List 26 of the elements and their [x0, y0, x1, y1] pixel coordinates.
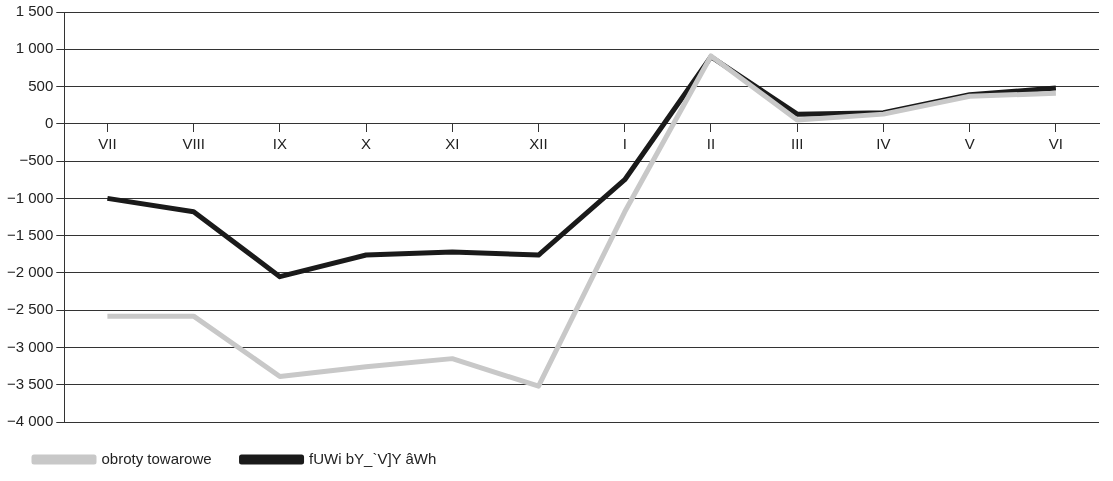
- x-tick-label: III: [790, 134, 804, 152]
- y-tick-label: 1 000: [15, 39, 54, 57]
- x-tick-label: VII: [98, 134, 117, 152]
- y-tick-label: 500: [28, 76, 54, 94]
- x-tick-label: X: [361, 134, 372, 152]
- x-tick-label: VI: [1048, 134, 1063, 152]
- y-tick-label: −4 000: [7, 412, 54, 430]
- x-tick-label: I: [622, 134, 627, 152]
- x-tick-label: XI: [445, 134, 460, 152]
- y-tick-label: −3 000: [7, 337, 54, 355]
- x-tick-label: VIII: [182, 134, 205, 152]
- y-tick-label: −500: [19, 151, 54, 169]
- x-tick-label: IX: [272, 134, 287, 152]
- x-tick-label: XII: [529, 134, 548, 152]
- y-tick-label: −2 000: [7, 263, 54, 281]
- y-tick-label: −1 500: [7, 225, 54, 243]
- y-tick-label: −3 500: [7, 374, 54, 392]
- y-tick-label: 0: [44, 113, 54, 131]
- y-tick-label: −2 500: [7, 300, 54, 318]
- x-tick-label: V: [964, 134, 975, 152]
- legend-label: obroty towarowe: [101, 449, 212, 467]
- x-tick-label: II: [706, 134, 716, 152]
- y-tick-label: 1 500: [15, 2, 54, 20]
- legend-label: fUWi bY_`V]Y âWh: [309, 449, 437, 467]
- y-tick-label: −1 000: [7, 188, 54, 206]
- x-tick-label: IV: [876, 134, 891, 152]
